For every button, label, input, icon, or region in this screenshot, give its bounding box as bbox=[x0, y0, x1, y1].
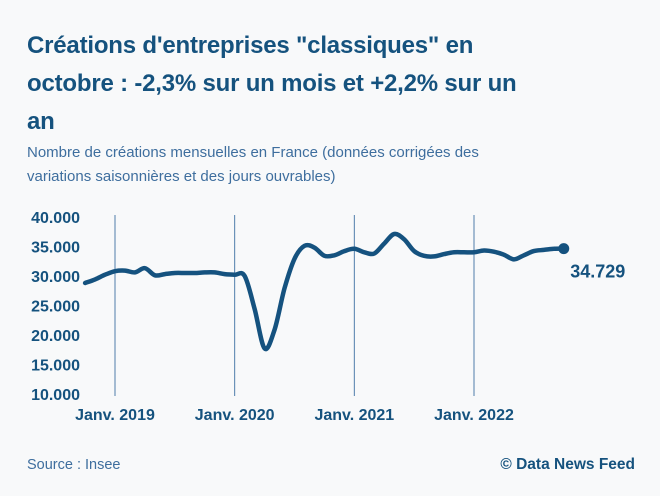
y-axis-tick-label: 25.000 bbox=[31, 299, 80, 316]
y-axis-tick-label: 35.000 bbox=[31, 240, 80, 257]
x-axis-tick-label: Janv. 2022 bbox=[434, 407, 514, 424]
y-axis-tick-label: 10.000 bbox=[31, 387, 80, 404]
series-line bbox=[82, 231, 567, 352]
source-label: Source : Insee bbox=[27, 457, 121, 473]
x-axis-tick-label: Janv. 2021 bbox=[314, 407, 394, 424]
page-title-line-2: octobre : -2,3% sur un mois et +2,2% sur… bbox=[27, 70, 517, 97]
page-title-line-1: Créations d'entreprises "classiques" en bbox=[27, 32, 474, 59]
y-axis-tick-label: 20.000 bbox=[31, 328, 80, 345]
x-axis-tick-label: Janv. 2020 bbox=[195, 407, 275, 424]
x-axis-tick-label: Janv. 2019 bbox=[75, 407, 155, 424]
end-point-value-label: 34.729 bbox=[570, 262, 625, 282]
credit-label: © Data News Feed bbox=[500, 456, 635, 473]
page-title: Créations d'entreprises "classiques" en … bbox=[27, 27, 642, 141]
chart-subtitle-line-2: variations saisonnières et des jours ouv… bbox=[27, 168, 336, 185]
y-axis-tick-label: 15.000 bbox=[31, 358, 80, 375]
chart-subtitle: Nombre de créations mensuelles en France… bbox=[27, 141, 627, 189]
y-axis-tick-label: 30.000 bbox=[31, 269, 80, 286]
y-axis-tick-label: 40.000 bbox=[31, 210, 80, 227]
end-point-dot bbox=[558, 243, 570, 255]
page-title-line-3: an bbox=[27, 108, 55, 135]
chart-subtitle-line-1: Nombre de créations mensuelles en France… bbox=[27, 144, 479, 161]
